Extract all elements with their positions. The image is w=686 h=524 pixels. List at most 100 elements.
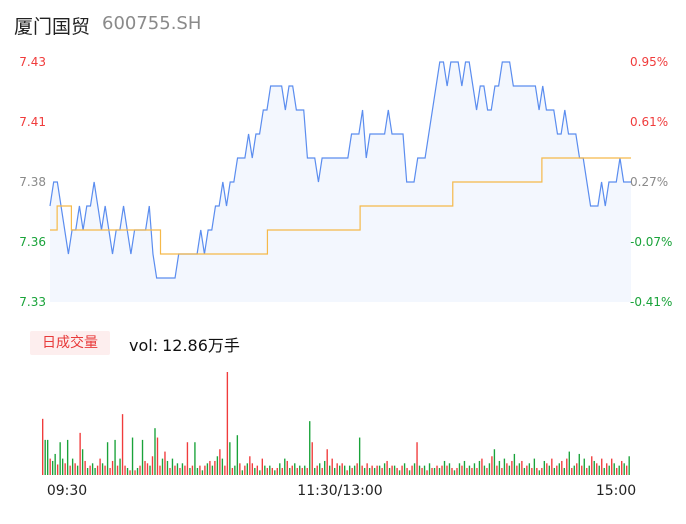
volume-bar (391, 465, 393, 475)
volume-bar (301, 467, 303, 475)
volume-bar (76, 465, 79, 475)
volume-bar (109, 467, 111, 475)
volume-bar (81, 449, 84, 475)
volume-bar (403, 463, 406, 475)
volume-bar (581, 465, 583, 475)
y-tick-label-left: 7.33 (19, 295, 46, 309)
volume-bar (221, 458, 224, 475)
volume-bar (49, 458, 51, 475)
volume-bar (91, 463, 94, 475)
y-tick-label-right: 0.61% (630, 115, 668, 129)
volume-bar (121, 414, 124, 475)
volume-bar (536, 467, 538, 475)
y-tick-label-right: -0.07% (630, 235, 672, 249)
price-line (49, 61, 631, 279)
volume-bar (481, 458, 483, 475)
volume-bar (84, 460, 86, 475)
volume-bar (431, 467, 433, 475)
volume-bar (316, 465, 318, 475)
volume-bar (381, 467, 383, 475)
daily-volume-button[interactable]: 日成交量 (30, 331, 110, 355)
volume-bar (46, 439, 49, 475)
volume-bar (408, 470, 411, 475)
volume-bar (206, 463, 209, 475)
volume-bar (613, 463, 615, 475)
volume-bar (251, 463, 254, 475)
x-tick-label: 09:30 (47, 483, 87, 499)
volume-bar (276, 467, 278, 475)
y-tick-label-left: 7.36 (19, 235, 46, 249)
volume-bar (86, 467, 89, 475)
volume-bar (586, 467, 588, 475)
volume-bar (266, 467, 268, 475)
volume-bar (578, 453, 580, 475)
volume-bar (563, 467, 565, 475)
stock-code: 600755.SH (102, 13, 202, 34)
volume-bar (69, 465, 71, 475)
volume-bar (59, 442, 61, 475)
volume-bar (61, 458, 64, 475)
volume-bar (254, 467, 256, 475)
volume-bar (274, 470, 276, 475)
volume-bar (79, 432, 81, 475)
volume-bar (239, 463, 241, 475)
volume-bar (378, 465, 381, 475)
volume-bar (154, 428, 156, 475)
volume-bar (501, 467, 503, 475)
volume-bar (448, 463, 451, 475)
volume-bar (264, 465, 266, 475)
volume-readout: vol: 12.86万手 (129, 332, 240, 356)
volume-bar (473, 463, 476, 475)
y-tick-label-right: 0.27% (630, 175, 668, 189)
volume-bar (296, 467, 298, 475)
volume-bar (234, 465, 236, 475)
volume-bar (353, 465, 356, 475)
volume-bar (406, 467, 408, 475)
volume-bar (224, 465, 226, 475)
volume-bar (89, 465, 91, 475)
volume-bar (413, 463, 416, 475)
volume-bar (418, 465, 421, 475)
volume-bar (281, 467, 283, 475)
volume-bar (368, 467, 371, 475)
volume-bar (488, 463, 491, 475)
volume-bar (314, 467, 316, 475)
volume-bar (131, 437, 134, 475)
volume-bar (476, 467, 478, 475)
volume-bar (166, 460, 169, 475)
volume-bar (371, 465, 373, 475)
volume-bar (231, 467, 234, 475)
volume-bar (541, 467, 543, 475)
volume-bar (241, 470, 244, 475)
volume-bar (556, 465, 558, 475)
volume-bar (194, 442, 196, 475)
volume-bar (181, 463, 184, 475)
volume-bar (236, 435, 239, 475)
volume-bar (196, 467, 199, 475)
volume-bar (329, 465, 331, 475)
volume-bar (156, 437, 159, 475)
vol-value: 12.86万手 (162, 336, 240, 355)
volume-bar (521, 460, 523, 475)
volume-bar (571, 467, 573, 475)
volume-bar (291, 465, 293, 475)
volume-bar (289, 467, 291, 475)
volume-bar (583, 458, 585, 475)
y-tick-label-left: 7.38 (19, 175, 46, 189)
volume-bar (114, 439, 116, 475)
volume-bar (416, 442, 418, 475)
volume-bar (334, 467, 336, 475)
volume-bar (256, 465, 259, 475)
volume-bar (588, 465, 590, 475)
volume-bar (343, 465, 346, 475)
volume-bar (351, 467, 353, 475)
volume-bar (214, 460, 216, 475)
volume-bar (393, 465, 396, 475)
volume-bar (284, 458, 286, 475)
volume-bar (401, 465, 403, 475)
volume-bar (626, 465, 628, 475)
volume-bar (126, 467, 129, 475)
volume-bar (361, 465, 363, 475)
volume-bar (526, 465, 528, 475)
